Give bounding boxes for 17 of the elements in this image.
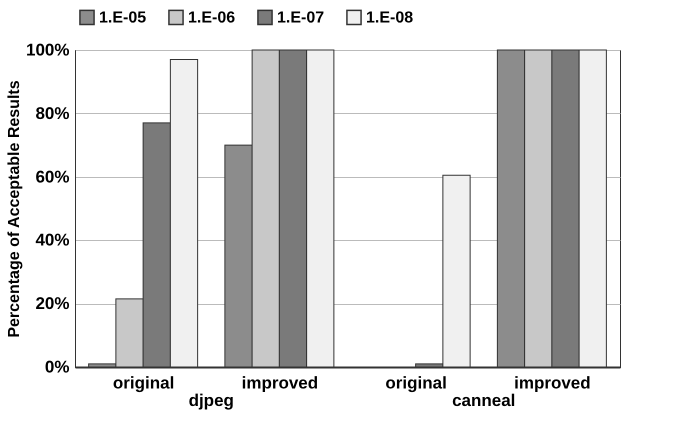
legend-label: 1.E-08 <box>366 9 414 26</box>
x-tick-label: improved <box>514 374 591 392</box>
y-tick-label: 0% <box>44 358 70 376</box>
legend-label: 1.E-05 <box>99 9 146 26</box>
legend-label: 1.E-06 <box>188 9 236 26</box>
x-tick-label: improved <box>242 374 318 392</box>
y-axis-title: Percentage of Acceptable Results <box>6 80 24 338</box>
y-tick-label: 100% <box>26 40 70 60</box>
y-tick-label: 80% <box>35 104 70 123</box>
y-tick-label: 40% <box>35 230 70 250</box>
y-tick-label: 60% <box>35 167 70 186</box>
text: canneal <box>452 391 516 410</box>
x-tick-label: original <box>112 374 174 392</box>
x-tick-label: original <box>385 374 447 392</box>
text: djpeg <box>188 391 234 410</box>
y-tick-label: 20% <box>35 294 70 314</box>
legend-label: 1.E-07 <box>277 9 324 26</box>
